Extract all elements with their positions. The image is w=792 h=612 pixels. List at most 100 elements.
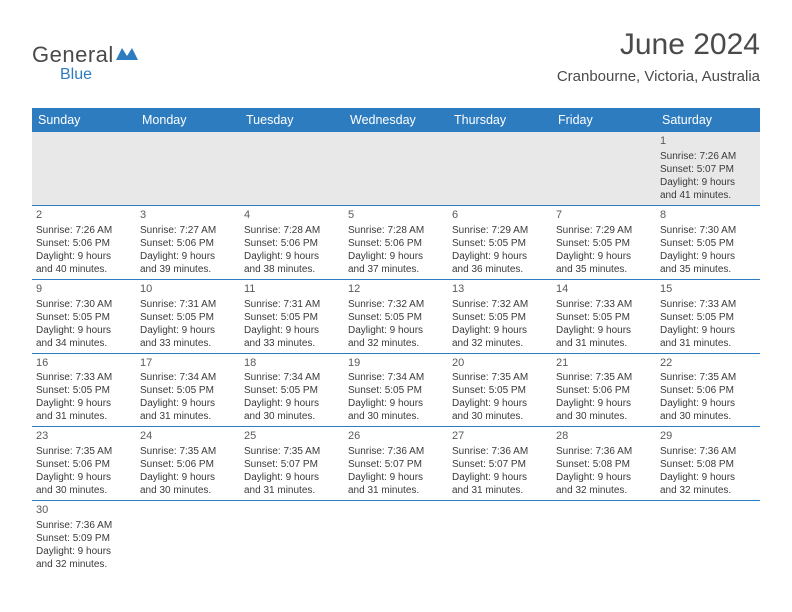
day-info-line: Daylight: 9 hours bbox=[660, 471, 756, 484]
day-info-line: and 40 minutes. bbox=[36, 263, 132, 276]
day-info-line: Daylight: 9 hours bbox=[556, 397, 652, 410]
day-info-line: Sunset: 5:05 PM bbox=[556, 237, 652, 250]
day-info-line: Sunrise: 7:29 AM bbox=[452, 224, 548, 237]
day-cell: 10Sunrise: 7:31 AMSunset: 5:05 PMDayligh… bbox=[136, 280, 240, 353]
day-number: 5 bbox=[348, 208, 444, 223]
day-info-line: Daylight: 9 hours bbox=[348, 471, 444, 484]
day-cell: 26Sunrise: 7:36 AMSunset: 5:07 PMDayligh… bbox=[344, 427, 448, 500]
day-info-line: Sunrise: 7:35 AM bbox=[452, 371, 548, 384]
day-number: 18 bbox=[244, 356, 340, 371]
day-info-line: Daylight: 9 hours bbox=[140, 324, 236, 337]
logo-text: General bbox=[32, 42, 138, 68]
page-header: General Blue June 2024 Cranbourne, Victo… bbox=[32, 28, 760, 100]
day-info-line: Sunset: 5:05 PM bbox=[36, 311, 132, 324]
day-number: 20 bbox=[452, 356, 548, 371]
day-info-line: Sunrise: 7:34 AM bbox=[244, 371, 340, 384]
day-cell: 28Sunrise: 7:36 AMSunset: 5:08 PMDayligh… bbox=[552, 427, 656, 500]
logo-general: General bbox=[32, 42, 114, 67]
day-info-line: Sunrise: 7:33 AM bbox=[556, 298, 652, 311]
day-info-line: and 31 minutes. bbox=[348, 484, 444, 497]
day-info-line: Sunrise: 7:35 AM bbox=[660, 371, 756, 384]
day-info-line: Daylight: 9 hours bbox=[452, 324, 548, 337]
day-cell: 25Sunrise: 7:35 AMSunset: 5:07 PMDayligh… bbox=[240, 427, 344, 500]
day-cell: 23Sunrise: 7:35 AMSunset: 5:06 PMDayligh… bbox=[32, 427, 136, 500]
day-cell: 1Sunrise: 7:26 AMSunset: 5:07 PMDaylight… bbox=[656, 132, 760, 205]
day-number: 23 bbox=[36, 429, 132, 444]
day-cell: 13Sunrise: 7:32 AMSunset: 5:05 PMDayligh… bbox=[448, 280, 552, 353]
day-cell: 3Sunrise: 7:27 AMSunset: 5:06 PMDaylight… bbox=[136, 206, 240, 279]
day-cell: 14Sunrise: 7:33 AMSunset: 5:05 PMDayligh… bbox=[552, 280, 656, 353]
day-info-line: Sunset: 5:09 PM bbox=[36, 532, 132, 545]
day-number: 14 bbox=[556, 282, 652, 297]
day-number: 10 bbox=[140, 282, 236, 297]
day-cell bbox=[240, 501, 344, 574]
logo-blue: Blue bbox=[60, 66, 138, 84]
day-info-line: Sunrise: 7:28 AM bbox=[244, 224, 340, 237]
day-info-line: Sunrise: 7:36 AM bbox=[660, 445, 756, 458]
day-info-line: Sunset: 5:05 PM bbox=[244, 384, 340, 397]
day-cell: 21Sunrise: 7:35 AMSunset: 5:06 PMDayligh… bbox=[552, 354, 656, 427]
day-info-line: and 30 minutes. bbox=[36, 484, 132, 497]
day-info-line: Sunrise: 7:35 AM bbox=[140, 445, 236, 458]
day-info-line: Sunset: 5:08 PM bbox=[556, 458, 652, 471]
day-cell: 9Sunrise: 7:30 AMSunset: 5:05 PMDaylight… bbox=[32, 280, 136, 353]
day-info-line: and 30 minutes. bbox=[660, 410, 756, 423]
title-block: June 2024 Cranbourne, Victoria, Australi… bbox=[557, 28, 760, 85]
day-info-line: Sunset: 5:05 PM bbox=[348, 311, 444, 324]
day-info-line: Sunrise: 7:32 AM bbox=[348, 298, 444, 311]
day-info-line: Sunset: 5:05 PM bbox=[348, 384, 444, 397]
day-info-line: Daylight: 9 hours bbox=[452, 471, 548, 484]
day-number: 30 bbox=[36, 503, 132, 518]
day-cell: 6Sunrise: 7:29 AMSunset: 5:05 PMDaylight… bbox=[448, 206, 552, 279]
day-number: 1 bbox=[660, 134, 756, 149]
day-info-line: Daylight: 9 hours bbox=[660, 324, 756, 337]
day-info-line: Sunset: 5:06 PM bbox=[660, 384, 756, 397]
day-cell: 18Sunrise: 7:34 AMSunset: 5:05 PMDayligh… bbox=[240, 354, 344, 427]
day-cell: 30Sunrise: 7:36 AMSunset: 5:09 PMDayligh… bbox=[32, 501, 136, 574]
day-info-line: Sunrise: 7:34 AM bbox=[348, 371, 444, 384]
day-header-cell: Saturday bbox=[656, 108, 760, 132]
day-number: 29 bbox=[660, 429, 756, 444]
day-info-line: Daylight: 9 hours bbox=[556, 471, 652, 484]
day-cell bbox=[136, 501, 240, 574]
week-row: 23Sunrise: 7:35 AMSunset: 5:06 PMDayligh… bbox=[32, 427, 760, 501]
week-row: 9Sunrise: 7:30 AMSunset: 5:05 PMDaylight… bbox=[32, 280, 760, 354]
day-header-cell: Friday bbox=[552, 108, 656, 132]
day-info-line: Sunrise: 7:26 AM bbox=[660, 150, 756, 163]
day-info-line: Daylight: 9 hours bbox=[36, 471, 132, 484]
day-info-line: Daylight: 9 hours bbox=[348, 324, 444, 337]
logo: General Blue bbox=[32, 42, 138, 84]
day-header-cell: Thursday bbox=[448, 108, 552, 132]
day-info-line: and 32 minutes. bbox=[36, 558, 132, 571]
day-cell: 5Sunrise: 7:28 AMSunset: 5:06 PMDaylight… bbox=[344, 206, 448, 279]
day-info-line: Daylight: 9 hours bbox=[36, 250, 132, 263]
day-info-line: Sunrise: 7:36 AM bbox=[36, 519, 132, 532]
day-info-line: Sunrise: 7:33 AM bbox=[36, 371, 132, 384]
day-number: 26 bbox=[348, 429, 444, 444]
day-info-line: Daylight: 9 hours bbox=[556, 324, 652, 337]
day-info-line: and 30 minutes. bbox=[140, 484, 236, 497]
day-info-line: and 30 minutes. bbox=[244, 410, 340, 423]
day-info-line: Sunset: 5:05 PM bbox=[452, 237, 548, 250]
day-info-line: Sunset: 5:06 PM bbox=[36, 237, 132, 250]
day-cell: 15Sunrise: 7:33 AMSunset: 5:05 PMDayligh… bbox=[656, 280, 760, 353]
day-cell bbox=[552, 132, 656, 205]
day-info-line: and 34 minutes. bbox=[36, 337, 132, 350]
day-info-line: and 31 minutes. bbox=[660, 337, 756, 350]
day-info-line: Sunrise: 7:31 AM bbox=[244, 298, 340, 311]
day-info-line: Sunrise: 7:26 AM bbox=[36, 224, 132, 237]
day-info-line: Sunrise: 7:36 AM bbox=[556, 445, 652, 458]
day-info-line: and 35 minutes. bbox=[556, 263, 652, 276]
day-number: 15 bbox=[660, 282, 756, 297]
day-info-line: Daylight: 9 hours bbox=[660, 250, 756, 263]
day-info-line: and 32 minutes. bbox=[452, 337, 548, 350]
day-info-line: Sunset: 5:05 PM bbox=[556, 311, 652, 324]
day-number: 12 bbox=[348, 282, 444, 297]
day-info-line: Sunset: 5:06 PM bbox=[140, 458, 236, 471]
day-info-line: Sunrise: 7:32 AM bbox=[452, 298, 548, 311]
day-info-line: Daylight: 9 hours bbox=[36, 545, 132, 558]
day-info-line: Sunset: 5:05 PM bbox=[660, 237, 756, 250]
day-info-line: Sunset: 5:06 PM bbox=[36, 458, 132, 471]
day-cell: 4Sunrise: 7:28 AMSunset: 5:06 PMDaylight… bbox=[240, 206, 344, 279]
day-info-line: Sunset: 5:05 PM bbox=[140, 384, 236, 397]
